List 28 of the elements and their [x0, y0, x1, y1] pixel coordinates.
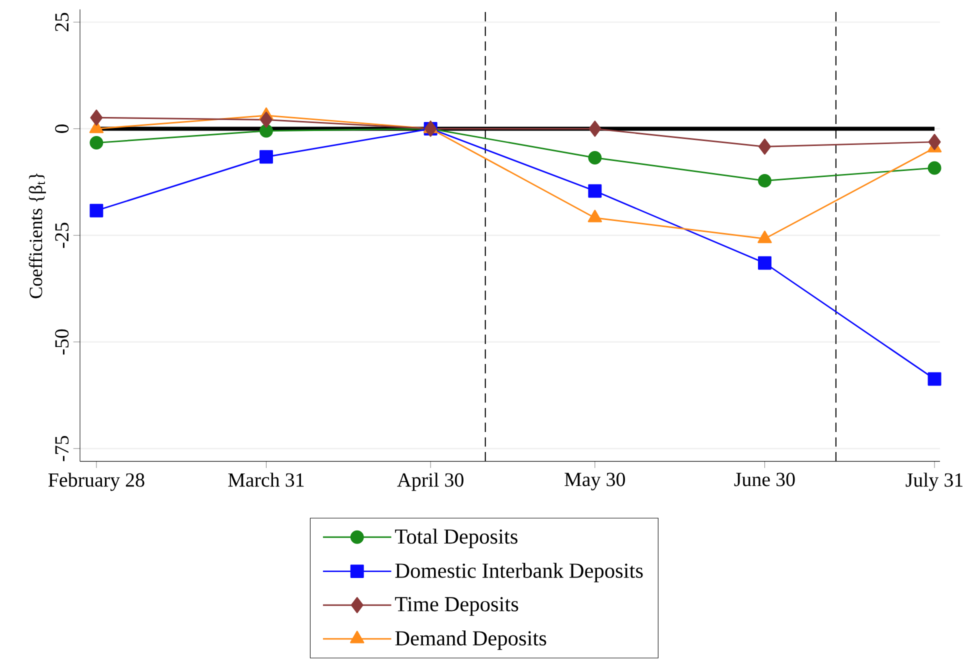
- y-axis-title: Coefficients {β$_{t}$}: [28, 174, 46, 298]
- x-tick-label: May 30: [564, 472, 625, 490]
- point: [260, 124, 273, 138]
- x-tick-label: March 31: [228, 472, 304, 487]
- point: [758, 174, 772, 188]
- x-tick-label: February 28: [48, 472, 144, 492]
- y-tick-label: -50: [55, 330, 69, 355]
- x-tick-label: July 31: [906, 472, 962, 492]
- point: [758, 256, 772, 270]
- legend-label: Demand Deposits: [395, 630, 546, 650]
- legend-label: Total Deposits: [395, 528, 518, 548]
- point: [588, 151, 602, 165]
- point: [928, 372, 942, 386]
- point: [588, 184, 602, 198]
- x-tick-label: April 30: [397, 472, 464, 492]
- point: [260, 112, 272, 128]
- point: [588, 120, 602, 137]
- legend-label: Time Deposits: [395, 597, 518, 616]
- y-tick-label: -25: [55, 222, 69, 248]
- legend-label: Domestic Interbank Deposits: [395, 563, 643, 582]
- point: [260, 150, 273, 164]
- point: [758, 138, 771, 155]
- point: [928, 134, 941, 150]
- y-tick-label: 0: [55, 124, 69, 134]
- point: [928, 161, 942, 175]
- y-tick-label: 25: [55, 13, 69, 32]
- y-tick-label: -75: [55, 436, 69, 462]
- x-tick-label: June 30: [734, 472, 795, 486]
